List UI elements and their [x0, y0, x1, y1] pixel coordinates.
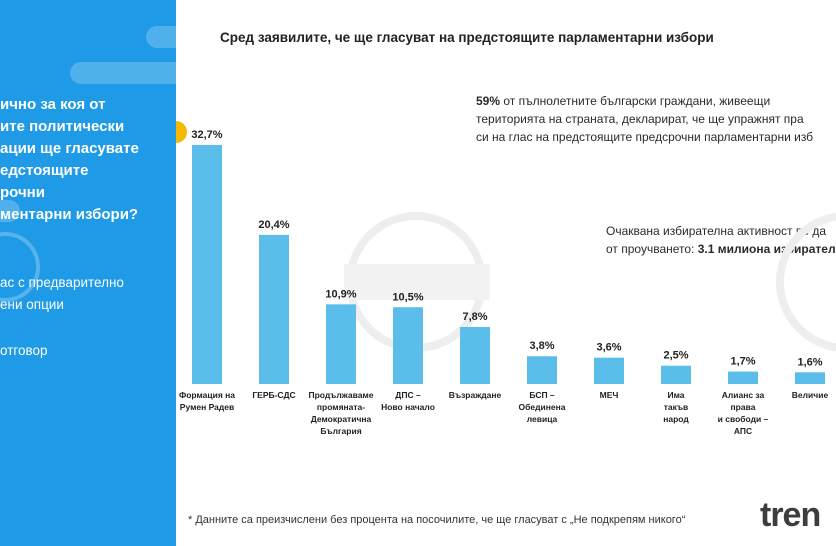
answer-option: ас с предварително ени опции	[0, 272, 176, 316]
question-line: ментарни избори?	[0, 206, 139, 223]
category-label-line: Има	[667, 390, 684, 400]
expected-turnout-note: Очаквана избирателна активност по да от …	[606, 222, 836, 258]
question-line: рочни	[0, 184, 45, 201]
sidebar: ично за коя от ите политически ации ще г…	[0, 0, 176, 546]
category-label: ГЕРБ-СДС	[252, 390, 295, 400]
trend-logo: tren	[760, 496, 821, 534]
answer-option-line: ас с предварително	[0, 275, 124, 290]
question-line: ации ще гласувате	[0, 140, 139, 157]
category-label-line: Продължаваме	[309, 390, 374, 400]
category-label-line: Формация на	[179, 390, 235, 400]
category-label-line: Възраждане	[449, 390, 502, 400]
category-label-line: Алианс за	[722, 390, 765, 400]
highlight-dot	[176, 121, 187, 143]
decorative-pill	[70, 62, 176, 84]
category-label: Има такъв народ	[663, 390, 689, 424]
bar-value-label: 1,6%	[797, 356, 822, 368]
question-line: едстоящите	[0, 162, 89, 179]
question-line: ите политически	[0, 118, 125, 135]
category-label: ДПС – Ново начало	[381, 390, 435, 412]
participation-percent: 59%	[476, 94, 501, 108]
category-label: Алианс за права и свободи – АПС	[718, 390, 769, 436]
participation-line: си на глас на предстоящите предсрочни па…	[476, 130, 814, 144]
main-panel: Сред заявилите, че ще гласуват на предст…	[176, 0, 836, 546]
category-label-line: народ	[663, 414, 689, 424]
category-label-line: ГЕРБ-СДС	[252, 390, 295, 400]
bar-value-label: 3,6%	[596, 342, 621, 354]
category-label-line: АПС	[734, 426, 752, 436]
category-label-line: Румен Радев	[180, 402, 234, 412]
footnote: * Данните са преизчислени без процента н…	[188, 514, 686, 526]
category-label-line: права	[731, 402, 756, 412]
category-label-line: Ново начало	[381, 402, 435, 412]
answer-option-line: ени опции	[0, 297, 64, 312]
bar	[460, 326, 490, 384]
decorative-pill	[0, 200, 20, 222]
bar	[661, 365, 691, 384]
bar-value-label: 10,5%	[392, 291, 423, 303]
participation-text: от пълнолетните български граждани, живе…	[500, 94, 771, 108]
category-label: Формация на Румен Радев	[179, 390, 235, 412]
answer-option-line: отговор	[0, 343, 48, 358]
turnout-line: Очаквана избирателна активност по да	[606, 224, 827, 238]
survey-question: ично за коя от ите политически ации ще г…	[0, 94, 176, 226]
participation-line: територията на страната, декларират, че …	[476, 112, 804, 126]
question-line: ично за коя от	[0, 96, 106, 113]
category-label: Величие	[792, 390, 829, 400]
category-label-line: МЕЧ	[600, 390, 619, 400]
participation-line: 59% от пълнолетните български граждани, …	[476, 92, 836, 110]
bar	[326, 304, 356, 384]
bar	[795, 372, 825, 384]
category-label-line: България	[320, 426, 361, 436]
bar	[728, 371, 758, 384]
turnout-line: от проучването: 3.1 милиона избирател	[606, 240, 836, 258]
category-label-line: промяната-	[317, 402, 365, 412]
bar-value-label: 3,8%	[529, 340, 554, 352]
category-label: Продължаваме промяната- Демократична Българ…	[309, 390, 374, 436]
category-label-line: ДПС –	[395, 390, 421, 400]
bar-value-label: 20,4%	[258, 219, 289, 231]
category-label-line: левица	[527, 414, 558, 424]
turnout-prefix: от проучването:	[606, 242, 698, 256]
bar-value-label: 2,5%	[663, 350, 688, 362]
category-label-line: БСП –	[529, 390, 555, 400]
bar-value-label: 32,7%	[191, 129, 222, 141]
watermark-logo	[776, 212, 836, 352]
category-label-line: Демократична	[311, 414, 372, 424]
bar	[594, 357, 624, 384]
bar	[393, 307, 423, 384]
category-label-line: Обединена	[519, 402, 566, 412]
category-label-line: и свободи –	[718, 414, 769, 424]
bar-value-label: 1,7%	[730, 356, 755, 368]
watermark-group	[344, 212, 836, 352]
turnout-value: 3.1 милиона избирател	[697, 242, 836, 256]
category-label: БСП – Обединена левица	[519, 390, 566, 424]
bar-chart: 32,7% Формация на Румен Радев 20,4% ГЕРБ-СДС…	[176, 121, 836, 436]
bar-value-label: 10,9%	[325, 288, 356, 300]
bar	[527, 356, 557, 384]
bar	[192, 145, 222, 384]
category-label-line: такъв	[664, 402, 689, 412]
category-label: МЕЧ	[600, 390, 619, 400]
category-label: Възраждане	[449, 390, 502, 400]
category-label-line: Величие	[792, 390, 829, 400]
chart-heading: Сред заявилите, че ще гласуват на предст…	[220, 30, 714, 45]
answer-option: отговор	[0, 340, 176, 362]
watermark-logo	[344, 264, 490, 300]
decorative-pill	[146, 26, 176, 48]
bar	[259, 234, 289, 384]
participation-note: 59% от пълнолетните български граждани, …	[476, 92, 836, 146]
bar-value-label: 7,8%	[462, 311, 487, 323]
